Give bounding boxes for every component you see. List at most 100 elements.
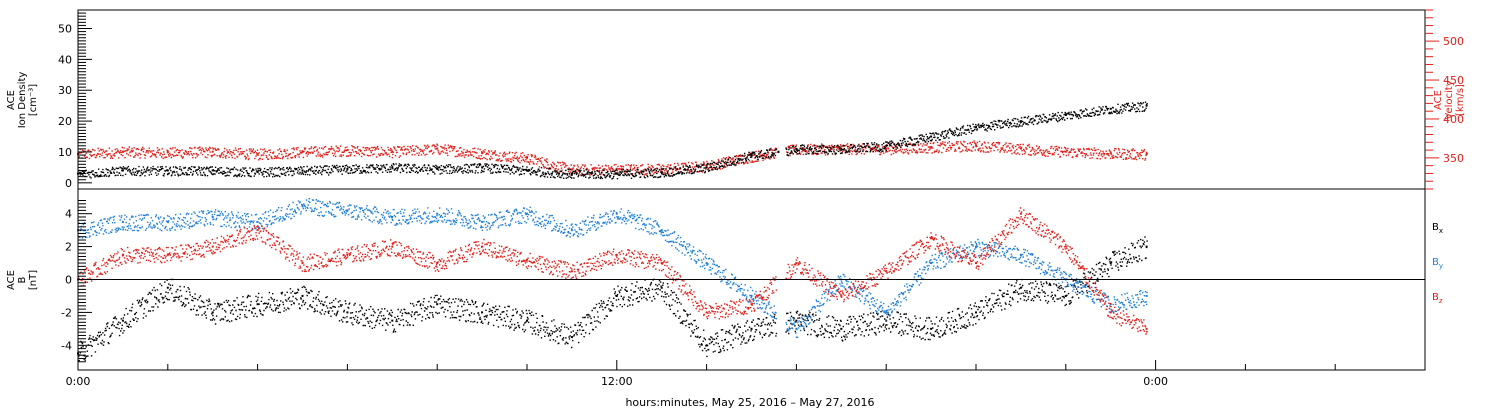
top-density-point	[840, 147, 843, 150]
top-velocity-point	[1109, 152, 1112, 155]
bottom-by-point	[1019, 253, 1022, 256]
bottom-bx-point	[211, 311, 214, 314]
bottom-bz-point	[1109, 311, 1112, 314]
top-velocity-trace	[78, 140, 1148, 176]
bottom-bz-point	[1019, 212, 1022, 215]
bottom-by-point	[481, 220, 484, 223]
bottom-bz-point	[211, 245, 214, 248]
ion-density-axis-title-line: Ion Density	[17, 72, 28, 129]
top-velocity-point	[256, 152, 259, 155]
top-density-point	[777, 150, 780, 153]
bottom-bx-point	[840, 327, 843, 330]
b-field-axis-title-line: [nT]	[28, 270, 39, 290]
velocity-axis-title-line: [km/s]	[1455, 84, 1466, 116]
bottom-bx-point	[660, 286, 663, 289]
b-field-axis-title-line: ACE	[6, 270, 17, 290]
bottom-bz-point	[436, 262, 439, 265]
legend-bx: Bx	[1432, 222, 1443, 235]
bottom-by-point	[121, 220, 124, 223]
bottom-by-point	[211, 215, 214, 218]
bottom-bx-point	[1109, 262, 1112, 265]
bottom-bx-point	[301, 294, 304, 297]
bottom-by-point	[705, 262, 708, 265]
top-density-point	[301, 169, 304, 172]
top-density-point	[1145, 104, 1148, 107]
ion-density-axis-title-line: [cm⁻³]	[28, 84, 39, 116]
y-tick-label-right: 400	[1443, 113, 1464, 126]
bottom-bx-point	[121, 319, 124, 322]
bottom-bx-point	[391, 319, 394, 322]
bottom-bz-point	[1064, 245, 1067, 248]
top-density-point	[750, 154, 753, 157]
bottom-bz-point	[750, 303, 753, 306]
velocity-axis-title: ACE Velocity [km/s]	[1433, 80, 1466, 119]
bottom-bx-point	[436, 303, 439, 306]
top-density-point	[166, 169, 169, 172]
bottom-bx-point	[346, 311, 349, 314]
bottom-bx-point	[1064, 294, 1067, 297]
top-density-point	[930, 135, 933, 138]
top-velocity-point	[391, 150, 394, 153]
top-density-point	[121, 169, 124, 172]
y-tick-label-bottom: -2	[61, 306, 72, 319]
top-velocity-point	[1064, 150, 1067, 153]
bottom-bx-point	[795, 319, 798, 322]
top-density-trace	[78, 101, 1148, 180]
bottom-by-point	[570, 229, 573, 232]
bottom-bz-point	[1145, 327, 1148, 330]
bottom-bx-point	[1145, 245, 1148, 248]
bottom-series-bz	[77, 207, 1148, 335]
ion-density-axis-title-line: ACE	[6, 90, 17, 110]
bottom-by-point	[526, 212, 528, 215]
bottom-by-point	[436, 212, 439, 215]
y-tick-label-bottom: -4	[61, 339, 72, 352]
top-density-point	[346, 167, 349, 170]
bottom-bz-point	[615, 253, 618, 256]
bottom-by-point	[975, 245, 977, 248]
bottom-bx-point	[481, 311, 484, 314]
y-tick-label-left-top: 40	[58, 53, 72, 66]
bottom-bz-point	[391, 245, 394, 248]
bottom-bz-point	[570, 270, 573, 273]
y-tick-label-left-top: 50	[58, 23, 72, 36]
top-density-point	[570, 172, 573, 175]
bottom-bx-point	[750, 327, 753, 330]
bottom-bz-point	[346, 253, 349, 256]
y-tick-label-left-top: 10	[58, 146, 72, 159]
y-tick-label-left-top: 0	[65, 177, 72, 190]
y-tick-label-bottom: 4	[65, 208, 72, 221]
bottom-bz-point	[840, 294, 843, 297]
top-velocity-point	[975, 144, 977, 147]
top-density-point	[795, 147, 798, 150]
bottom-bz-point	[930, 237, 933, 240]
y-tick-label-left-top: 20	[58, 115, 72, 128]
bottom-bx-trace	[78, 236, 1148, 362]
top-velocity-point	[436, 147, 439, 150]
y-tick-label-left-top: 30	[58, 84, 72, 97]
y-tick-label-right: 500	[1443, 35, 1464, 48]
top-density-point	[1019, 120, 1022, 123]
bottom-bx-point	[615, 294, 618, 297]
b-field-axis-title-line: B	[17, 276, 28, 283]
top-velocity-point	[211, 150, 214, 153]
velocity-axis-title-line: Velocity	[1444, 80, 1455, 119]
bottom-bx-point	[166, 286, 169, 289]
bottom-by-point	[885, 311, 888, 314]
y-tick-label-right: 450	[1443, 74, 1464, 87]
y-tick-label-bottom: 0	[65, 274, 72, 287]
top-density-point	[885, 144, 888, 147]
bottom-by-point	[615, 212, 618, 215]
b-field-axis-title: ACE B [nT]	[6, 270, 39, 290]
velocity-axis-title-line: ACE	[1433, 90, 1444, 110]
x-tick-label: 0:00	[1143, 375, 1168, 388]
bottom-bz-trace	[78, 207, 1148, 335]
x-tick-label: 12:00	[601, 375, 633, 388]
bottom-bx-point	[930, 327, 933, 330]
bottom-bz-point	[705, 311, 708, 314]
x-axis-title: hours:minutes, May 25, 2016 – May 27, 20…	[625, 396, 874, 409]
legend-by: By	[1432, 257, 1443, 270]
top-velocity-point	[705, 164, 708, 167]
bottom-by-trace	[78, 198, 1148, 338]
